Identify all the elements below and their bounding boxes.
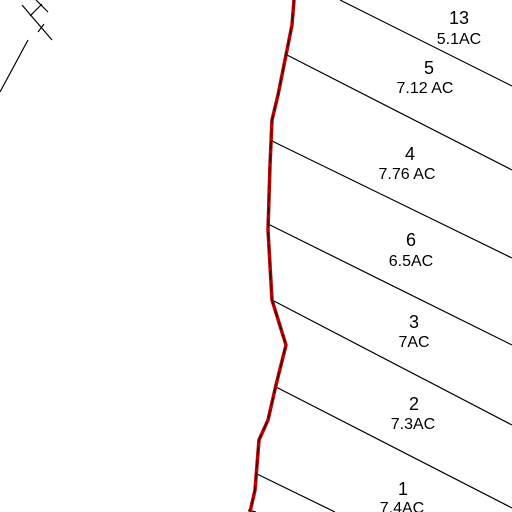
lot-area: 7AC: [398, 334, 429, 351]
lot-area: 7.76 AC: [379, 166, 436, 183]
lot-line: [339, 0, 512, 87]
lot-lines: [247, 0, 512, 512]
lot-labels: 13 5.1AC 5 7.12 AC 4 7.76 AC 6 6.5AC 3 7…: [379, 8, 482, 512]
lot-line: [271, 299, 512, 426]
lot-number: 1: [398, 479, 408, 499]
lot-number: 3: [409, 312, 419, 332]
lot-line: [275, 386, 512, 509]
north-arrow: [0, 0, 53, 93]
lot-area: 7.12 AC: [397, 80, 454, 97]
lot-line: [256, 473, 336, 512]
boundary-line: [248, 0, 296, 512]
lot-number: 2: [409, 394, 419, 414]
lot-number: 13: [449, 8, 469, 28]
boundary-dashes: [249, 0, 295, 512]
lot-area: 6.5AC: [389, 253, 433, 270]
lot-line: [271, 140, 512, 259]
lot-area: 5.1AC: [437, 31, 481, 48]
lot-number: 5: [424, 58, 434, 78]
lot-number: 4: [405, 144, 415, 164]
lot-line: [286, 54, 512, 171]
lot-area: 7.3AC: [391, 416, 435, 433]
lot-line: [267, 223, 512, 346]
lot-number: 6: [406, 230, 416, 250]
lot-area: 7.4AC: [380, 500, 424, 512]
